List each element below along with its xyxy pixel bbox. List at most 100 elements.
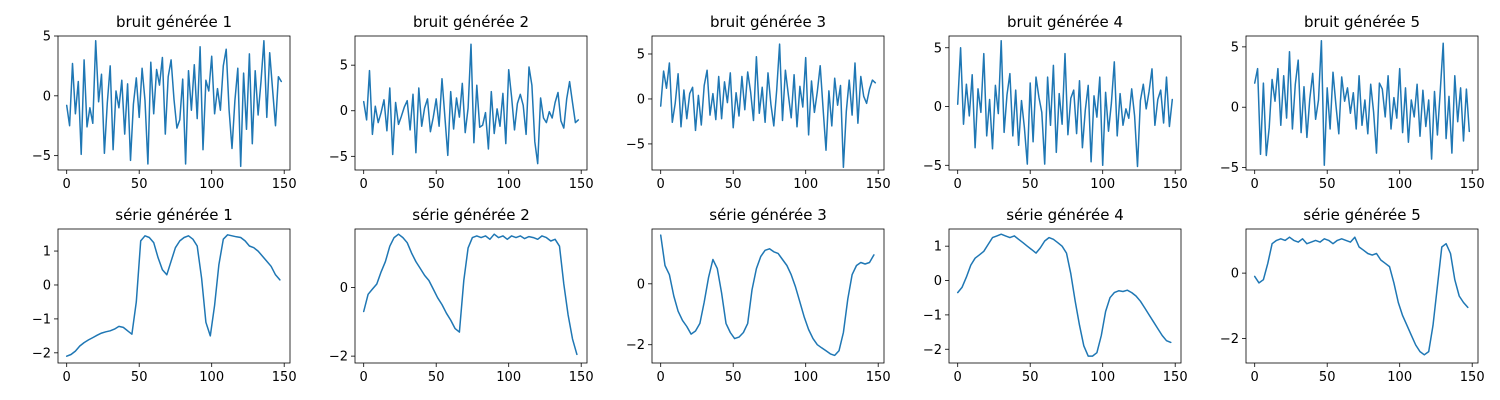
x-tick-label: 150 [569, 177, 594, 192]
subplot-title: série générée 2 [412, 206, 529, 224]
x-tick-label: 50 [725, 177, 742, 192]
y-tick-label: −2 [1220, 332, 1239, 347]
y-tick-label: 1 [934, 240, 942, 255]
x-tick-label: 0 [1251, 177, 1259, 192]
x-tick-label: 150 [272, 370, 297, 385]
plot-frame [651, 35, 885, 171]
x-tick-label: 50 [725, 370, 742, 385]
x-tick-label: 100 [199, 370, 224, 385]
y-tick-label: 0 [340, 281, 348, 296]
subplot-2: bruit générée 2 0 50 100 150 −5 0 5 [329, 13, 594, 192]
x-tick-label: 100 [496, 370, 521, 385]
plot-frame [651, 228, 885, 364]
y-tick-label: −1 [923, 308, 942, 323]
series-line [1253, 236, 1469, 356]
x-tick-label: 100 [496, 177, 521, 192]
y-tick-label: −2 [32, 346, 51, 361]
series-line [362, 233, 578, 356]
x-tick-label: 150 [866, 370, 891, 385]
y-tick-label: 0 [934, 274, 942, 289]
x-tick-label: 150 [866, 177, 891, 192]
series-line [1253, 40, 1471, 166]
x-tick-label: 0 [1251, 370, 1259, 385]
subplot-title: bruit générée 1 [116, 13, 232, 31]
y-tick-label: −2 [329, 350, 348, 365]
subplot-title: bruit générée 2 [413, 13, 529, 31]
x-tick-label: 50 [428, 177, 445, 192]
x-tick-label: 100 [1090, 177, 1115, 192]
subplot-8: série générée 3 0 50 100 150 −2 0 [626, 206, 891, 385]
y-tick-label: −5 [923, 159, 942, 174]
x-tick-label: 150 [1163, 370, 1188, 385]
y-tick-label: 1 [43, 245, 51, 260]
y-tick-label: 0 [1231, 267, 1239, 282]
series-line [956, 233, 1172, 357]
x-tick-label: 100 [1090, 370, 1115, 385]
plot-frame [57, 228, 291, 364]
y-tick-label: 0 [340, 104, 348, 119]
x-tick-label: 100 [1387, 370, 1412, 385]
x-tick-label: 150 [272, 177, 297, 192]
x-tick-label: 150 [1460, 370, 1485, 385]
x-tick-label: 0 [360, 370, 368, 385]
y-tick-label: 5 [43, 30, 51, 45]
y-tick-label: −5 [329, 150, 348, 165]
subplot-6: série générée 1 0 50 100 150 −2 −1 0 1 [32, 206, 297, 385]
x-tick-label: 50 [131, 177, 148, 192]
x-tick-label: 50 [428, 370, 445, 385]
subplot-4: bruit générée 4 0 50 100 150 −5 0 5 [923, 13, 1188, 192]
subplot-10: série générée 5 0 50 100 150 −2 0 [1220, 206, 1485, 385]
series-line [659, 43, 877, 169]
x-tick-label: 50 [131, 370, 148, 385]
plot-frame [948, 228, 1182, 364]
subplot-5: bruit générée 5 0 50 100 150 −5 0 5 [1220, 13, 1485, 192]
y-tick-label: 5 [637, 47, 645, 62]
series-line [659, 234, 875, 357]
x-tick-label: 0 [954, 370, 962, 385]
plot-frame [1245, 35, 1479, 171]
series-line [362, 43, 580, 165]
x-tick-label: 150 [1460, 177, 1485, 192]
x-tick-label: 50 [1319, 370, 1336, 385]
series-line [65, 234, 281, 357]
y-tick-label: 5 [340, 59, 348, 74]
y-tick-label: 0 [637, 92, 645, 107]
subplot-1: bruit générée 1 0 50 100 150 −5 0 5 [32, 13, 297, 192]
y-tick-label: −2 [923, 343, 942, 358]
plot-frame [1245, 228, 1479, 364]
plot-frame [354, 228, 588, 364]
x-tick-label: 0 [657, 370, 665, 385]
subplot-3: bruit générée 3 0 50 100 150 −5 0 5 [626, 13, 891, 192]
x-tick-label: 0 [657, 177, 665, 192]
x-tick-label: 0 [63, 370, 71, 385]
subplot-7: série générée 2 0 50 100 150 −2 0 [329, 206, 594, 385]
y-tick-label: 0 [43, 278, 51, 293]
x-tick-label: 100 [199, 177, 224, 192]
y-tick-label: 0 [934, 100, 942, 115]
y-tick-label: 5 [1231, 40, 1239, 55]
subplot-title: série générée 4 [1006, 206, 1123, 224]
x-tick-label: 100 [793, 177, 818, 192]
y-tick-label: 5 [934, 41, 942, 56]
x-tick-label: 0 [63, 177, 71, 192]
x-tick-label: 0 [360, 177, 368, 192]
subplot-title: bruit générée 3 [710, 13, 826, 31]
y-tick-label: −5 [32, 149, 51, 164]
subplot-title: série générée 5 [1303, 206, 1420, 224]
subplot-title: bruit générée 4 [1007, 13, 1123, 31]
subplot-title: série générée 1 [115, 206, 232, 224]
y-tick-label: −5 [626, 137, 645, 152]
series-line [65, 40, 283, 168]
series-line [956, 39, 1174, 168]
x-tick-label: 150 [1163, 177, 1188, 192]
x-tick-label: 50 [1022, 370, 1039, 385]
y-tick-label: 0 [43, 89, 51, 104]
y-tick-label: 0 [1231, 101, 1239, 116]
x-tick-label: 100 [1387, 177, 1412, 192]
y-tick-label: 0 [637, 277, 645, 292]
y-tick-label: −1 [32, 312, 51, 327]
plot-frame [948, 35, 1182, 171]
y-tick-label: −5 [1220, 161, 1239, 176]
